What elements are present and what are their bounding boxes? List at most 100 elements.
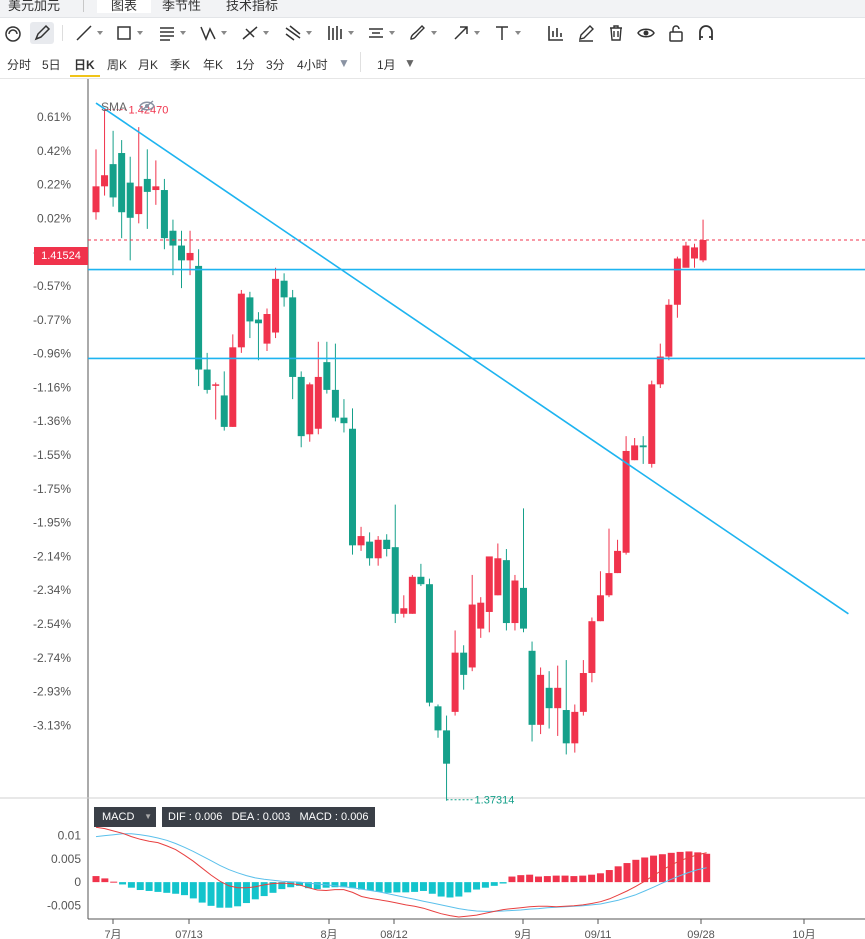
lock-tool[interactable] [666,22,686,44]
macd-selector[interactable]: MACD ▼ [94,807,156,827]
candle-body [648,384,656,464]
magnet-tool[interactable] [3,22,23,44]
period-1month[interactable]: 1月 [377,58,396,72]
x-tick-label: 9月 [514,929,531,939]
tab-chart[interactable]: 图表 [97,0,152,13]
price-tick-label: -1.16% [33,380,71,394]
x-tick-label: 07/13 [175,929,203,939]
candle-body [485,556,493,612]
macd-histogram-bar [685,851,693,883]
candle-body [383,539,391,550]
candle-body [152,186,160,191]
macd-histogram-bar [499,882,507,884]
period-yearly[interactable]: 年K [203,58,224,72]
candle-body [434,706,442,731]
x-tick-label: 7月 [104,929,121,939]
macd-histogram-bar [570,876,578,883]
candle-body [340,417,348,424]
period-quarterly[interactable]: 季K [170,58,191,72]
candle-body [417,576,425,585]
candle-body [254,319,262,324]
macd-histogram-bar [154,882,162,892]
tab-indicators[interactable]: 技术指标 [226,0,279,13]
macd-histogram-bar [119,882,127,885]
candle-body [229,347,237,427]
period-monthly[interactable]: 月K [138,58,159,72]
candle-body [520,587,527,629]
candle-body [374,539,382,559]
drawing-toolbar [0,18,865,48]
period-weekly[interactable]: 周K [107,58,128,72]
macd-label: MACD [102,811,135,823]
period-1min[interactable]: 1分 [236,58,255,72]
candle-body [691,247,698,259]
candle-body [460,652,468,675]
macd-histogram-bar [313,882,321,890]
fib-tool[interactable] [157,22,186,44]
tab-seasonality[interactable]: 季节性 [162,0,202,13]
delete-tool[interactable] [606,22,626,44]
price-tick-label: 0.02% [37,211,71,225]
visibility-tool[interactable] [636,22,656,44]
candle-body [400,608,408,614]
price-tick-label: -2.14% [33,549,71,563]
period-dropdown-caret[interactable]: ▼ [404,56,416,70]
candle-body [263,314,271,344]
tab-divider [83,0,84,12]
period-3min[interactable]: 3分 [266,58,285,72]
candle-body [280,280,288,298]
snap-tool[interactable] [696,22,716,44]
period-4h[interactable]: 4小时 [297,58,328,72]
text-tool[interactable] [492,22,521,44]
active-period-underline [70,75,100,77]
period-5d[interactable]: 5日 [42,58,61,72]
macd-histogram-bar [402,882,410,893]
candle-body [195,265,203,370]
edit-icon [579,25,594,42]
candle-body [237,293,245,348]
fork-tool[interactable] [283,22,312,44]
bars-tool[interactable] [325,22,354,44]
macd-histogram-bar [296,882,304,886]
magnet-u-icon [699,25,713,40]
macd-tick-label: -0.005 [47,898,81,912]
macd-histogram-bar [508,876,516,883]
macd-tick-label: 0.005 [51,852,81,866]
period-intraday[interactable]: 分时 [7,58,32,72]
candle-body [331,389,339,418]
candle-body [314,376,322,429]
line-tool[interactable] [74,22,103,44]
candle-body [682,245,690,268]
rectangle-tool[interactable] [114,22,143,44]
period-daily[interactable]: 日K [74,58,95,72]
x-tick-label: 10月 [792,929,815,939]
macd-histogram-bar [588,874,596,883]
macd-histogram-bar [92,876,100,883]
tab-symbol[interactable]: 美元加元 [8,0,61,13]
price-tick-label: 0.22% [37,178,71,192]
arrow-tool[interactable] [451,22,480,44]
channel-tool[interactable] [366,22,395,44]
macd-histogram-bar [242,882,250,904]
measure-tool[interactable] [546,22,566,44]
macd-histogram-bar [446,882,454,898]
macd-histogram-bar [331,882,339,888]
candle-body [528,650,536,725]
macd-histogram-bar [101,878,109,883]
trend-line [95,102,849,615]
trend-tool[interactable] [240,22,269,44]
lock-icon [669,25,683,42]
price-tick-label: -2.54% [33,617,71,631]
candle-body [169,230,177,246]
macd-histogram-bar [517,875,525,883]
pattern-tool[interactable] [198,22,227,44]
macd-readout: DIF : 0.006 DEA : 0.003 MACD : 0.006 [162,807,375,827]
edit-tool[interactable] [576,22,596,44]
pencil-tool[interactable] [30,22,54,44]
macd-histogram-bar [552,875,560,883]
trash-icon [610,25,622,41]
hide-indicator-icon[interactable] [139,99,155,118]
price-tick-label: -1.55% [33,448,71,462]
brush-tool[interactable] [408,22,437,44]
more-periods-caret[interactable]: ▼ [338,56,350,70]
